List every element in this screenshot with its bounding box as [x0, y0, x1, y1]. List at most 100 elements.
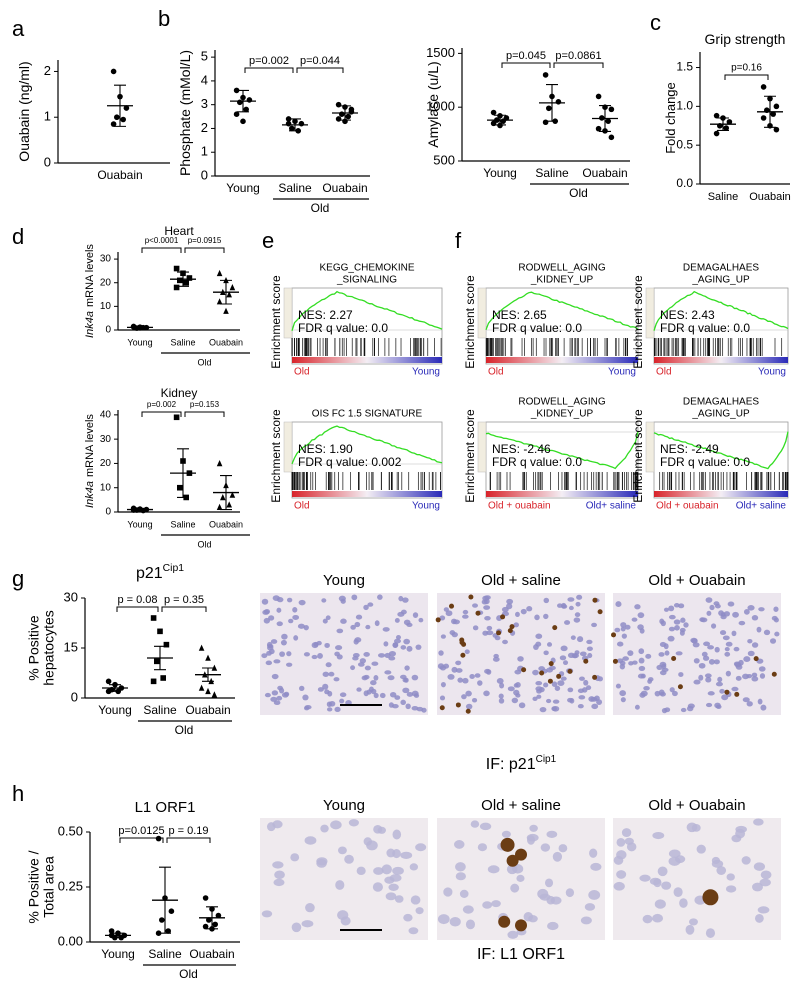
panel-label: e	[262, 228, 274, 253]
nucleus	[725, 885, 737, 893]
nucleus	[354, 621, 361, 628]
stained-nucleus	[734, 691, 740, 697]
error-bar	[599, 105, 611, 132]
nucleus	[324, 689, 330, 695]
nucleus	[747, 638, 753, 644]
gsea-curve	[485, 431, 639, 470]
gsea-curve	[291, 290, 443, 331]
nucleus	[402, 687, 410, 694]
x-tick-label: Saline	[148, 947, 182, 961]
nucleus	[455, 872, 466, 881]
nucleus	[276, 621, 283, 627]
nucleus	[731, 630, 737, 637]
nucleus	[714, 646, 720, 653]
nucleus	[403, 677, 409, 683]
y-tick-label: 10	[100, 482, 112, 493]
gsea-fdr: FDR q value: 0.0	[660, 455, 750, 469]
nucleus	[482, 901, 493, 909]
nucleus	[322, 671, 330, 677]
micrograph-label-sup: Cip1	[536, 754, 557, 765]
gsea-frame	[485, 287, 639, 365]
nucleus	[261, 598, 269, 605]
y-axis-label: Phosphate (mMol/L)	[177, 50, 193, 176]
y-tick-label: 2	[201, 120, 208, 135]
data-point	[233, 111, 240, 117]
gsea-y-label: Enrichment score	[269, 409, 283, 503]
stained-nucleus	[468, 594, 474, 600]
nucleus	[496, 678, 504, 684]
nucleus	[711, 859, 724, 868]
nucleus	[330, 820, 342, 830]
y-axis-label: Ouabain (ng/ml)	[16, 61, 32, 161]
x-tick-label: Ouabain	[749, 191, 791, 203]
nucleus	[673, 619, 681, 625]
nucleus	[451, 618, 457, 625]
nucleus	[348, 819, 359, 827]
data-point	[177, 277, 183, 284]
nucleus	[642, 914, 653, 924]
nucleus	[526, 835, 536, 845]
stained-nucleus	[521, 667, 527, 673]
stained-nucleus	[507, 628, 513, 634]
y-tick-label: 0.25	[58, 878, 83, 893]
y-axis-label: Amylase (u/L)	[425, 61, 441, 147]
nucleus	[751, 672, 758, 678]
nucleus	[371, 661, 379, 666]
data-point	[713, 112, 720, 119]
data-point	[223, 307, 229, 314]
gsea-right-label: Young	[608, 367, 636, 378]
nucleus	[340, 598, 346, 604]
nucleus	[701, 651, 708, 657]
nucleus	[271, 673, 279, 680]
micrograph-label: IF: p21Cip1	[486, 754, 557, 774]
nucleus	[703, 641, 711, 647]
y-tick-label: 10	[100, 301, 112, 312]
nucleus	[660, 620, 666, 627]
data-point	[177, 484, 183, 491]
nucleus	[298, 599, 306, 606]
y-tick-label: 0.0	[676, 176, 693, 190]
comparison-bracket	[166, 837, 211, 843]
nucleus	[418, 617, 424, 623]
data-point	[173, 414, 180, 421]
nucleus	[462, 677, 469, 684]
nucleus	[415, 843, 427, 852]
nucleus	[303, 624, 309, 631]
nucleus	[492, 656, 500, 662]
nucleus	[746, 673, 753, 679]
nucleus	[352, 656, 359, 661]
y-axis-label: Fold change	[663, 82, 678, 154]
data-point	[608, 134, 615, 141]
x-tick-label: Saline	[170, 337, 195, 347]
nucleus	[637, 673, 645, 679]
data-point	[229, 284, 236, 291]
nucleus	[457, 677, 464, 683]
nucleus	[285, 662, 293, 667]
nucleus	[551, 681, 558, 688]
data-point	[120, 116, 126, 123]
panel-label: h	[12, 781, 24, 806]
chart-title: p21	[136, 565, 163, 582]
nucleus	[544, 878, 554, 888]
y-tick-label: 20	[100, 277, 112, 288]
nucleus	[507, 686, 515, 692]
nucleus	[518, 702, 526, 709]
nucleus	[528, 915, 538, 923]
x-tick-label: Ouabain	[189, 947, 234, 961]
nucleus	[714, 603, 721, 609]
nucleus	[388, 651, 397, 657]
micrograph-title: Old + saline	[481, 572, 561, 589]
y-axis-label-text: mRNA levels	[84, 414, 96, 477]
panel-label: c	[650, 10, 661, 35]
data-point	[114, 114, 120, 121]
nucleus	[486, 669, 492, 675]
nucleus	[363, 690, 369, 697]
stained-nucleus	[500, 837, 515, 852]
nucleus	[321, 598, 327, 603]
stained-nucleus	[583, 658, 589, 664]
chart-title-group: Grip strength	[705, 31, 786, 47]
data-point	[760, 115, 767, 121]
stained-nucleus	[753, 656, 759, 662]
micrograph-label: IF: L1 ORF1	[477, 946, 565, 963]
gsea-fdr: FDR q value: 0.0	[492, 455, 582, 469]
